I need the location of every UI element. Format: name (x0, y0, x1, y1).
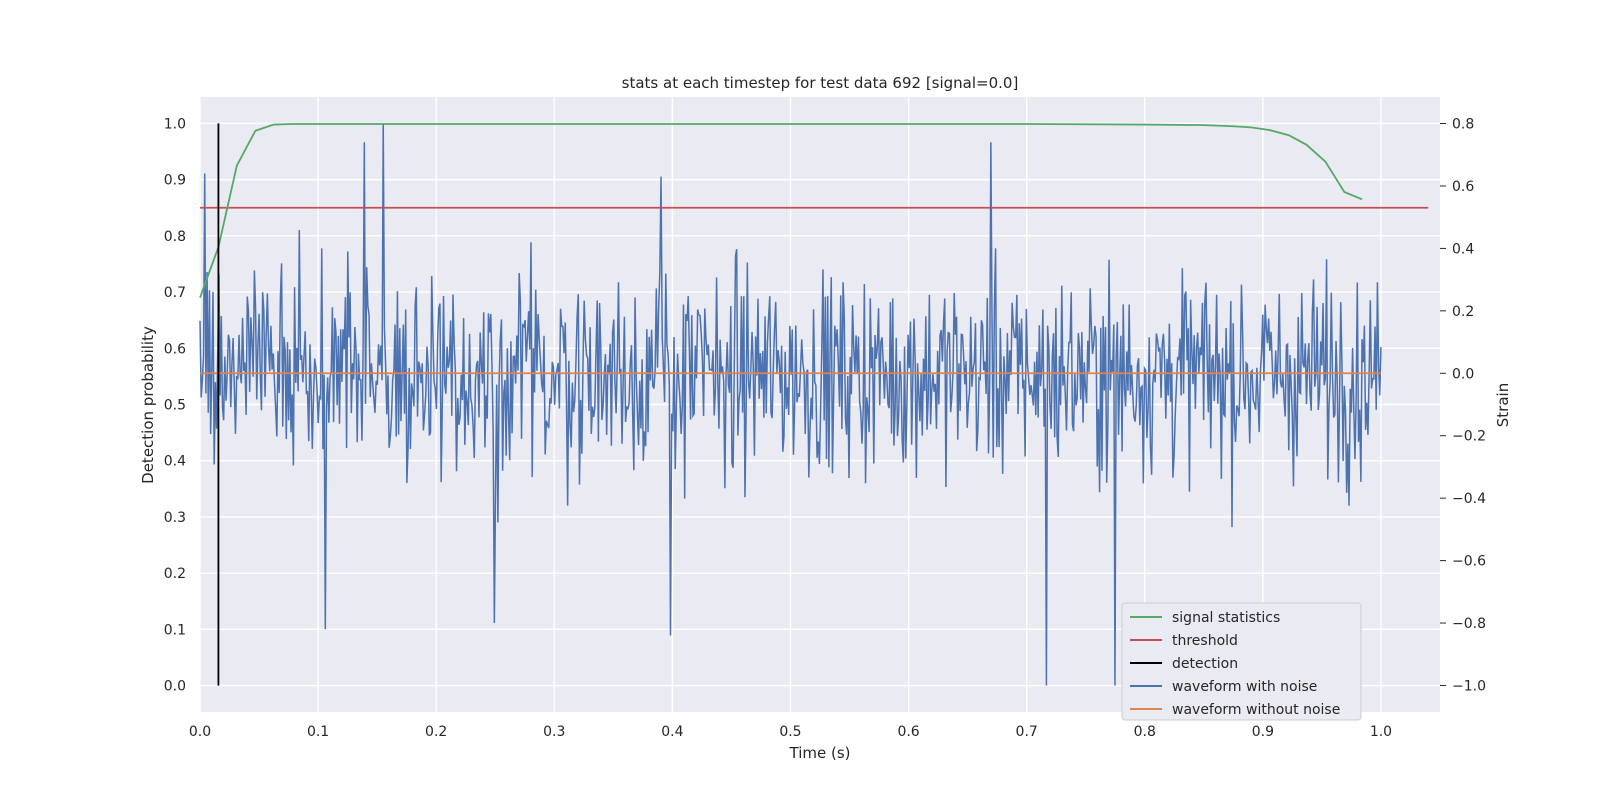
legend-label-detection: detection (1172, 656, 1238, 672)
y-right-tick-label: −1.0 (1452, 678, 1486, 694)
y-tick-label: 0.8 (164, 229, 186, 245)
y-right-axis-label: Strain (1494, 383, 1512, 427)
y-tick-label: 0.3 (164, 510, 186, 526)
series-signal-statistics (199, 123, 1363, 298)
y-tick-label: 0.0 (164, 679, 186, 695)
x-tick-label: 0.5 (779, 724, 801, 740)
y-right-tick-label: 0.4 (1452, 241, 1474, 257)
x-tick-label: 0.4 (661, 724, 683, 740)
x-tick-label: 1.0 (1370, 724, 1392, 740)
y-right-tick-label: 0.0 (1452, 366, 1474, 382)
y-tick-label: 0.2 (164, 566, 186, 582)
x-tick-label: 0.2 (425, 724, 447, 740)
y-tick-label: 0.6 (164, 341, 186, 357)
x-tick-label: 0.6 (897, 724, 919, 740)
y-tick-label: 0.9 (164, 173, 186, 189)
x-tick-label: 0.7 (1016, 724, 1038, 740)
legend: signal statistics threshold detection wa… (1121, 602, 1362, 721)
x-axis: 0.0 0.1 0.2 0.3 0.4 0.5 0.6 0.7 0.8 0.9 1.0 (189, 724, 1392, 740)
legend-label-waveform-without-noise: waveform without noise (1172, 702, 1340, 718)
chart-title: stats at each timestep for test data 692… (622, 74, 1019, 92)
y-tick-label: 0.1 (164, 622, 186, 638)
y-axis-label: Detection probability (139, 326, 157, 484)
x-tick-label: 0.1 (307, 724, 329, 740)
y-axis-left: 0.0 0.1 0.2 0.3 0.4 0.5 0.6 0.7 0.8 0.9 1.0 (164, 116, 186, 694)
y-tick-label: 0.4 (164, 454, 186, 470)
y-tick-label: 0.7 (164, 285, 186, 301)
y-right-tick-label: −0.8 (1452, 616, 1486, 632)
x-tick-label: 0.0 (189, 724, 211, 740)
y-right-tick-label: −0.6 (1452, 554, 1486, 570)
series-layer (199, 123, 1429, 686)
y-right-tick-label: −0.4 (1452, 491, 1486, 507)
y-right-tick-label: 0.6 (1452, 179, 1474, 195)
legend-label-waveform-with-noise: waveform with noise (1172, 679, 1317, 695)
legend-label-threshold: threshold (1172, 633, 1238, 649)
y-right-tick-label: 0.2 (1452, 304, 1474, 320)
x-tick-label: 0.3 (543, 724, 565, 740)
y-tick-label: 1.0 (164, 116, 186, 132)
y-right-tick-label: −0.2 (1452, 429, 1486, 445)
y-right-tick-label: 0.8 (1452, 117, 1474, 133)
legend-box (1121, 602, 1362, 721)
x-tick-label: 0.9 (1252, 724, 1274, 740)
legend-label-signal-statistics: signal statistics (1172, 610, 1280, 626)
x-axis-label: Time (s) (789, 744, 851, 762)
x-tick-label: 0.8 (1134, 724, 1156, 740)
y-tick-label: 0.5 (164, 398, 186, 414)
series-waveform-with-noise (199, 123, 1382, 686)
y-axis-right: −1.0 −0.8 −0.6 −0.4 −0.2 0.0 0.2 0.4 0.6 0.8 (1440, 117, 1486, 694)
